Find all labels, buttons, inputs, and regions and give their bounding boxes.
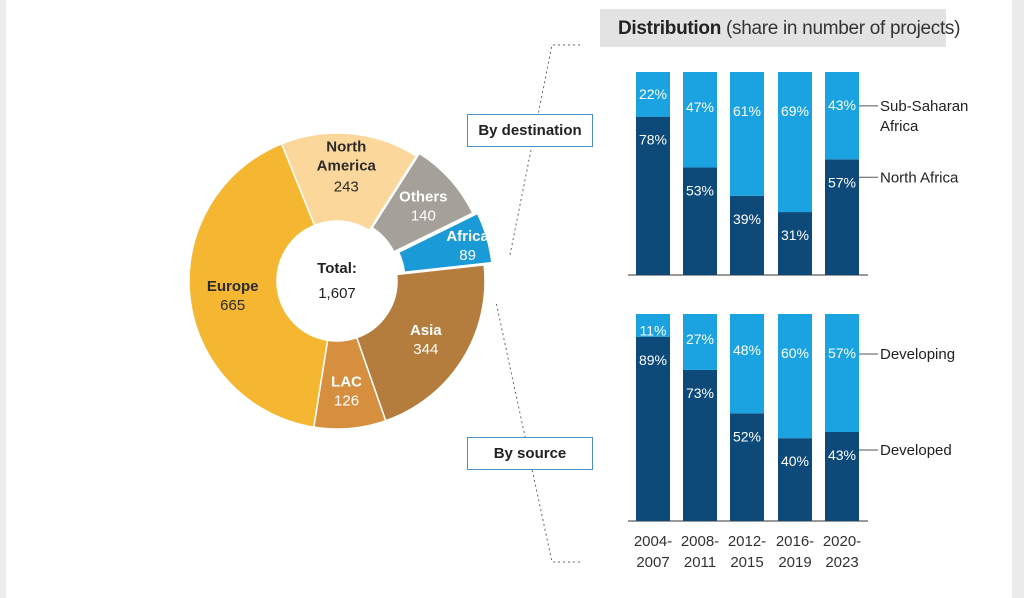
- dest-bar-20162019-north-africa: [778, 212, 812, 275]
- dest-label-20122015-upper: 61%: [733, 103, 761, 119]
- x-tick-20042007-line1: 2004-: [634, 533, 672, 550]
- dest-bar-20202023-sub-saharan-africa: [825, 72, 859, 160]
- src-label-20122015-lower: 52%: [733, 428, 761, 444]
- slice-label-north-america-line1: North: [326, 138, 366, 155]
- title-bold: Distribution: [618, 18, 721, 39]
- src-label-20162019-lower: 40%: [781, 453, 809, 469]
- x-tick-20082011-line2: 2011: [684, 554, 716, 571]
- src-label-20082011-lower: 73%: [686, 385, 714, 401]
- dest-label-20162019-upper: 69%: [781, 103, 809, 119]
- slice-label-africa: Africa: [446, 228, 489, 245]
- slice-africa: [397, 212, 493, 274]
- src-legend-developing: Developing: [880, 346, 955, 363]
- slice-value-others: 140: [411, 208, 436, 225]
- dest-legend-north-africa: North Africa: [880, 169, 959, 186]
- x-tick-20202023-line2: 2023: [825, 554, 858, 571]
- src-bar-20202023-developed: [825, 431, 859, 521]
- slice-label-north-america-line2: America: [317, 157, 377, 174]
- slice-north-america: [280, 132, 418, 232]
- slice-asia: [355, 264, 486, 422]
- dest-label-20042007-upper: 22%: [639, 86, 667, 102]
- left-edge-strip: [0, 0, 6, 598]
- slice-others: [371, 152, 474, 253]
- dest-label-20042007-lower: 78%: [639, 132, 667, 148]
- dest-bar-20202023-north-africa: [825, 159, 859, 275]
- slice-europe: [188, 142, 329, 429]
- dest-bar-20122015-north-africa: [730, 195, 764, 275]
- slice-value-lac: 126: [334, 393, 359, 410]
- src-bar-20122015-developing: [730, 314, 764, 414]
- slice-value-asia: 344: [413, 341, 438, 358]
- x-tick-20162019-line1: 2016-: [776, 533, 814, 550]
- dest-bar-20042007-north-africa: [636, 116, 670, 275]
- slice-value-europe: 665: [220, 297, 245, 314]
- dest-label-20122015-lower: 39%: [733, 211, 761, 227]
- src-bar-20122015-developed: [730, 413, 764, 521]
- x-tick-20122015-line1: 2012-: [728, 533, 766, 550]
- x-tick-20042007-line2: 2007: [636, 554, 669, 571]
- connector-dest: [509, 44, 580, 256]
- right-edge-strip: [1012, 0, 1024, 598]
- x-tick-20082011-line1: 2008-: [681, 533, 719, 550]
- src-label-20162019-upper: 60%: [781, 345, 809, 361]
- src-bar-20082011-developed: [683, 369, 717, 521]
- x-tick-20202023-line1: 2020-: [823, 533, 861, 550]
- dest-bar-20162019-sub-saharan-africa: [778, 72, 812, 213]
- slice-label-europe: Europe: [207, 278, 259, 295]
- dest-legend-sub-saharan-africa-line1: Sub-Saharan: [880, 98, 968, 115]
- slice-value-north-america: 243: [334, 178, 359, 195]
- dest-label-20082011-lower: 53%: [686, 182, 714, 198]
- dest-label-20162019-lower: 31%: [781, 227, 809, 243]
- by-destination-label: By destination: [467, 114, 593, 147]
- donut-center-label: Total:: [317, 260, 357, 277]
- src-bar-20162019-developing: [778, 314, 812, 439]
- dest-label-20202023-upper: 43%: [828, 97, 856, 113]
- dest-bar-20042007-sub-saharan-africa: [636, 72, 670, 117]
- src-legend-developed: Developed: [880, 442, 952, 459]
- src-bar-20042007-developing: [636, 314, 670, 337]
- src-label-20202023-upper: 57%: [828, 345, 856, 361]
- src-label-20122015-upper: 48%: [733, 342, 761, 358]
- src-bar-20082011-developing: [683, 314, 717, 370]
- src-label-20082011-upper: 27%: [686, 331, 714, 347]
- by-source-label: By source: [467, 437, 593, 470]
- src-bar-20202023-developing: [825, 314, 859, 432]
- dest-label-20082011-upper: 47%: [686, 99, 714, 115]
- src-bar-20162019-developed: [778, 438, 812, 521]
- dest-bar-20082011-sub-saharan-africa: [683, 72, 717, 168]
- dest-bar-20082011-north-africa: [683, 167, 717, 275]
- src-label-20042007-upper: 11%: [640, 323, 667, 339]
- x-tick-20162019-line2: 2019: [778, 554, 811, 571]
- slice-label-asia: Asia: [410, 322, 442, 339]
- x-tick-20122015-line2: 2015: [730, 554, 763, 571]
- connector-src: [495, 301, 580, 563]
- dest-bar-20122015-sub-saharan-africa: [730, 72, 764, 196]
- src-label-20202023-lower: 43%: [828, 447, 856, 463]
- slice-label-lac: LAC: [331, 374, 362, 391]
- donut-center-value: 1,607: [318, 285, 356, 302]
- slice-value-africa: 89: [459, 247, 476, 264]
- title-rest: (share in number of projects): [721, 18, 961, 39]
- src-bar-20042007-developed: [636, 336, 670, 521]
- src-label-20042007-lower: 89%: [639, 352, 667, 368]
- distribution-title: Distribution (share in number of project…: [600, 9, 960, 47]
- dest-label-20202023-lower: 57%: [828, 174, 856, 190]
- slice-label-others: Others: [399, 189, 447, 206]
- dest-legend-sub-saharan-africa-line2: Africa: [880, 118, 919, 135]
